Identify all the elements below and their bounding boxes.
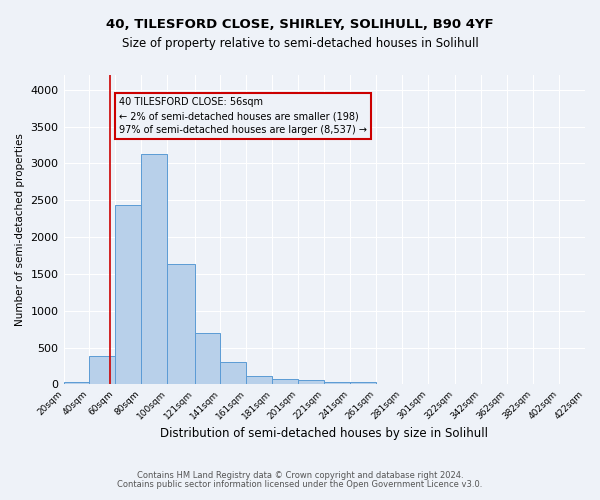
Bar: [350, 382, 376, 384]
Bar: [115, 206, 142, 384]
Text: Contains HM Land Registry data © Crown copyright and database right 2024.: Contains HM Land Registry data © Crown c…: [137, 471, 463, 480]
Text: 40, TILESFORD CLOSE, SHIRLEY, SOLIHULL, B90 4YF: 40, TILESFORD CLOSE, SHIRLEY, SOLIHULL, …: [106, 18, 494, 30]
Y-axis label: Number of semi-detached properties: Number of semi-detached properties: [15, 134, 25, 326]
Bar: [167, 264, 194, 384]
Bar: [298, 380, 324, 384]
Text: Size of property relative to semi-detached houses in Solihull: Size of property relative to semi-detach…: [122, 38, 478, 51]
Bar: [247, 376, 272, 384]
Text: Contains public sector information licensed under the Open Government Licence v3: Contains public sector information licen…: [118, 480, 482, 489]
Bar: [324, 382, 350, 384]
Bar: [220, 362, 247, 384]
Bar: [194, 333, 220, 384]
Text: 40 TILESFORD CLOSE: 56sqm
← 2% of semi-detached houses are smaller (198)
97% of : 40 TILESFORD CLOSE: 56sqm ← 2% of semi-d…: [119, 97, 367, 135]
X-axis label: Distribution of semi-detached houses by size in Solihull: Distribution of semi-detached houses by …: [160, 427, 488, 440]
Bar: [142, 154, 167, 384]
Bar: [272, 378, 298, 384]
Bar: [89, 356, 115, 384]
Bar: [64, 382, 89, 384]
